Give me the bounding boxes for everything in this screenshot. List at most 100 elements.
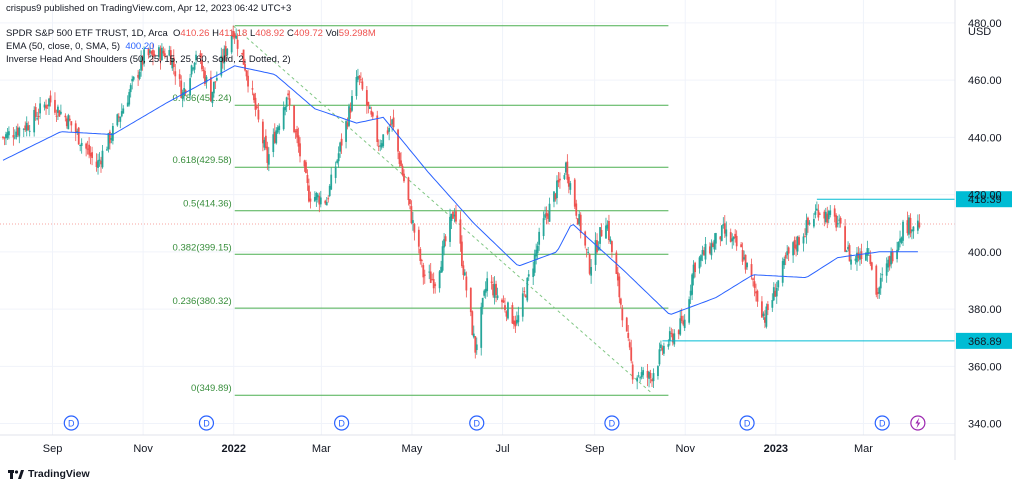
candle-body (909, 217, 912, 234)
candle-body (689, 290, 692, 296)
symbol-legend: SPDR S&P 500 ETF TRUST, 1D, Arca O410.26… (6, 28, 376, 39)
candle-body (444, 236, 447, 242)
candle-body (328, 185, 331, 196)
candle-body (900, 237, 903, 243)
candle-body (106, 149, 108, 151)
candle-body (379, 145, 382, 147)
symbol-name: SPDR S&P 500 ETF TRUST, 1D, Arca (6, 28, 168, 39)
candle-body (315, 192, 318, 200)
candle-body (189, 78, 192, 96)
candle-body (428, 271, 431, 273)
price-tick-label: 380.00 (968, 304, 1002, 316)
time-tick-label: Nov (675, 443, 695, 455)
candle-body (465, 276, 468, 291)
candle-body (251, 88, 254, 90)
candle-body (890, 251, 893, 265)
time-axis[interactable]: Sep Nov 2022 Mar May Jul Sep Nov 2023 Mar (43, 443, 874, 455)
candle-body (22, 128, 25, 130)
candle-body (398, 152, 401, 164)
candle-body (401, 165, 404, 176)
candle-body (743, 257, 745, 260)
candle-body (878, 287, 881, 294)
candle-body (327, 198, 330, 200)
candle-body (605, 225, 607, 239)
candle-body (501, 299, 503, 303)
candle-body (195, 54, 197, 61)
high-value: 411.18 (218, 28, 248, 39)
candle-body (49, 95, 52, 103)
level-price-label: 418.39 (968, 194, 1002, 206)
candle-body (474, 336, 477, 353)
candle-body (493, 284, 496, 298)
candle-body (18, 127, 21, 137)
candle-body (174, 71, 177, 77)
candle-body (202, 69, 205, 71)
candle-body (128, 92, 131, 105)
dividend-marker-label: D (879, 419, 886, 429)
candle-body (256, 106, 258, 109)
candle-body (807, 217, 809, 225)
candle-body (829, 210, 832, 215)
candle-body (233, 33, 236, 38)
candle-body (630, 347, 633, 361)
candle-body (860, 251, 863, 260)
candle-body (410, 206, 413, 224)
candle-body (330, 174, 333, 190)
candle-body (504, 305, 506, 311)
candle-body (616, 272, 619, 281)
candle-body (254, 97, 257, 110)
candle-body (370, 110, 373, 115)
candle-body (2, 136, 4, 138)
tradingview-brand[interactable]: TradingView (8, 468, 90, 480)
candle-body (88, 144, 91, 155)
dividend-marker-label: D (338, 419, 345, 429)
candle-body (826, 213, 829, 223)
candle-body (28, 130, 31, 132)
candle-body (122, 108, 125, 114)
candle-body (621, 308, 624, 321)
candle-body (548, 203, 551, 222)
candle-body (808, 222, 811, 224)
candle-body (796, 236, 799, 252)
candle-body (511, 305, 514, 324)
dividend-marker-circle (334, 415, 350, 431)
candle-body (303, 160, 306, 167)
candle-body (714, 233, 717, 244)
candle-body (172, 57, 175, 67)
candle-body (339, 142, 342, 152)
candle-body (461, 241, 463, 267)
candle-body (637, 375, 640, 377)
candle-body (911, 230, 913, 232)
candle-body (741, 249, 744, 262)
candle-body (264, 135, 267, 149)
candle-body (253, 93, 255, 101)
candle-body (79, 144, 82, 147)
candle-body (536, 245, 539, 254)
candle-body (542, 218, 545, 237)
candle-body (392, 117, 395, 128)
candle-body (817, 210, 820, 218)
candle-body (184, 90, 187, 94)
candle-body (417, 229, 420, 247)
candle-body (481, 297, 484, 308)
candle-body (76, 130, 79, 132)
candle-body (65, 118, 68, 127)
candle-body (744, 254, 747, 270)
candle-body (210, 77, 212, 102)
candle-body (704, 243, 707, 260)
candle-body (348, 106, 350, 126)
candle-body (309, 198, 312, 202)
candle-body (24, 125, 27, 130)
candle-body (131, 78, 134, 82)
candle-body (159, 48, 162, 62)
tradingview-logo-icon (8, 469, 24, 479)
candle-body (27, 125, 30, 131)
candle-body (875, 265, 878, 295)
candle-body (368, 106, 371, 109)
candle-body (679, 318, 682, 335)
candle-body (215, 78, 218, 81)
dividend-marker-circle (63, 415, 79, 431)
price-axis[interactable]: 340.00 360.00 380.00 400.00 420.00 440.00 460.… (968, 18, 1002, 431)
